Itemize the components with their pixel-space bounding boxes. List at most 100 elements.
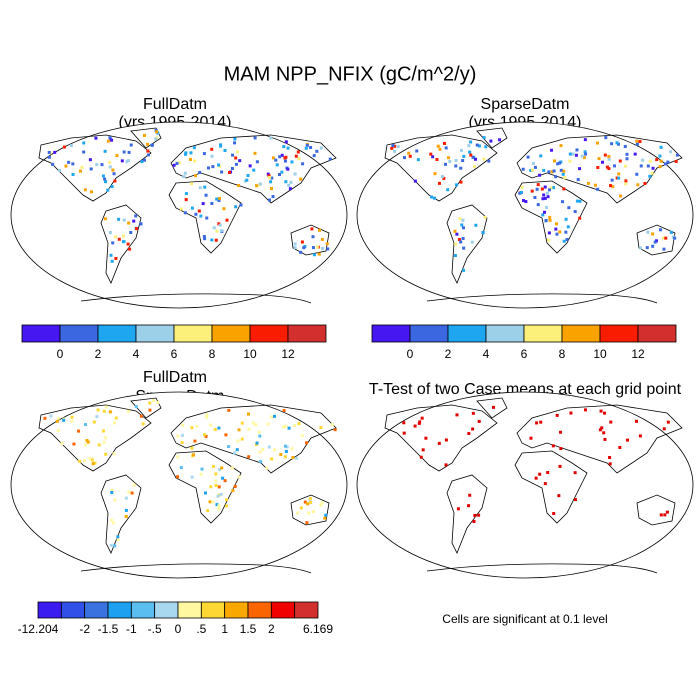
- grid-cell: [93, 461, 97, 465]
- grid-cell: [607, 167, 611, 171]
- grid-cell: [127, 490, 131, 494]
- grid-cell: [584, 152, 588, 156]
- grid-cell: [293, 242, 297, 246]
- grid-cell: [393, 149, 397, 153]
- grid-cell: [51, 162, 55, 166]
- grid-cell: [575, 199, 579, 203]
- grid-cell: [518, 191, 522, 195]
- grid-cell: [330, 423, 334, 427]
- grid-cell: [224, 433, 228, 437]
- grid-cell: [299, 250, 303, 254]
- grid-cell: [154, 137, 158, 141]
- grid-cell: [669, 150, 673, 154]
- figure-title: MAM NPP_NFIX (gC/m^2/y): [224, 63, 477, 85]
- grid-cell: [122, 218, 126, 222]
- grid-cell: [104, 452, 108, 456]
- globe-outline: [10, 121, 348, 309]
- grid-cell: [214, 472, 218, 476]
- grid-cell: [645, 246, 649, 250]
- grid-cell: [259, 460, 263, 464]
- grid-cell: [248, 164, 252, 168]
- grid-cell: [193, 439, 197, 443]
- colorbar-box: [97, 324, 137, 343]
- colorbar-label: 0: [175, 622, 182, 636]
- grid-cell: [562, 187, 566, 191]
- grid-cell: [564, 230, 568, 234]
- grid-cell: [108, 165, 112, 169]
- colorbar-label: -2: [79, 622, 90, 636]
- grid-cell: [548, 188, 552, 192]
- grid-cell: [146, 153, 150, 157]
- grid-cell: [312, 253, 316, 257]
- grid-cell: [419, 455, 423, 459]
- grid-cell: [108, 410, 112, 414]
- grid-cell: [310, 227, 314, 231]
- grid-cell: [283, 444, 287, 448]
- coastline: [476, 127, 508, 149]
- grid-cell: [278, 155, 282, 159]
- grid-cell: [532, 161, 536, 165]
- grid-cell: [317, 252, 321, 256]
- grid-cell: [234, 156, 238, 160]
- grid-cell: [454, 242, 458, 246]
- coastline: [636, 224, 676, 256]
- grid-cell: [297, 157, 301, 161]
- grid-cell: [573, 471, 577, 475]
- coastline: [446, 474, 488, 554]
- grid-cell: [473, 513, 477, 517]
- grid-cell: [127, 150, 131, 154]
- grid-cell: [274, 158, 278, 162]
- colorbar-box: [561, 324, 601, 343]
- grid-cell: [424, 436, 428, 440]
- grid-cell: [117, 237, 121, 241]
- grid-cell: [643, 181, 647, 185]
- grid-cell: [489, 139, 493, 143]
- grid-cell: [269, 136, 273, 140]
- grid-cell: [283, 455, 287, 459]
- grid-cell: [238, 159, 242, 163]
- grid-cell: [100, 163, 104, 167]
- grid-cell: [545, 205, 549, 209]
- grid-cell: [282, 408, 286, 412]
- grid-cell: [437, 441, 441, 445]
- grid-cell: [304, 146, 308, 150]
- grid-cell: [246, 174, 250, 178]
- grid-cell: [655, 158, 659, 162]
- grid-cell: [662, 247, 666, 251]
- grid-cell: [286, 146, 290, 150]
- grid-cell: [103, 217, 107, 221]
- grid-cell: [265, 466, 269, 470]
- grid-cell: [541, 213, 545, 217]
- grid-cell: [279, 452, 283, 456]
- grid-cell: [96, 408, 100, 412]
- grid-cell: [311, 235, 315, 239]
- grid-cell: [217, 507, 221, 511]
- grid-cell: [321, 246, 325, 250]
- colorbar-label: 6: [521, 347, 528, 361]
- colorbar-box: [60, 601, 86, 619]
- grid-cell: [454, 158, 458, 162]
- grid-cell: [255, 184, 259, 188]
- grid-cell: [172, 163, 176, 167]
- grid-cell: [648, 159, 652, 163]
- grid-cell: [408, 154, 412, 158]
- grid-cell: [471, 155, 475, 159]
- grid-cell: [583, 150, 587, 154]
- grid-cell: [236, 150, 240, 154]
- grid-cell: [110, 518, 114, 522]
- grid-cell: [219, 492, 223, 496]
- grid-cell: [221, 476, 225, 480]
- grid-cell: [112, 452, 116, 456]
- grid-cell: [82, 141, 86, 145]
- grid-cell: [568, 159, 572, 163]
- grid-cell: [58, 168, 62, 172]
- colorbar-label: 12: [631, 347, 645, 361]
- grid-cell: [320, 237, 324, 241]
- grid-cell: [583, 138, 587, 142]
- grid-cell: [184, 192, 188, 196]
- grid-cell: [567, 206, 571, 210]
- globe-outline: [356, 121, 694, 309]
- grid-cell: [461, 236, 465, 240]
- grid-cell: [116, 537, 120, 541]
- grid-cell: [472, 520, 476, 524]
